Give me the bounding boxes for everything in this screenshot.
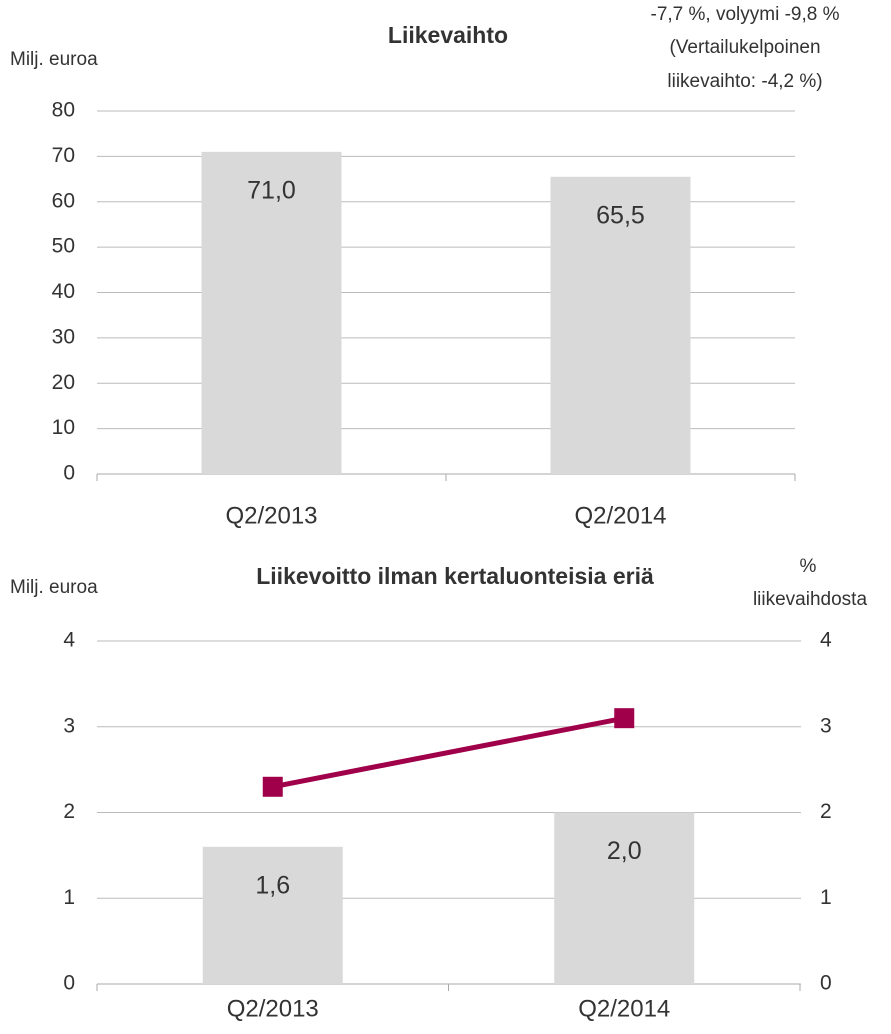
y-tick-label: 20 [52,371,75,394]
y-axis-label: Milj. euroa [10,49,98,70]
y-tick-label: 4 [63,629,75,652]
bar [202,846,343,984]
y-tick-label: 3 [63,714,75,737]
y-tick-label: 0 [63,972,75,995]
x-tick-label: Q2/2014 [574,502,666,529]
y2-tick-label: 4 [820,629,832,652]
y-tick-label: 70 [52,144,75,167]
x-tick-label: Q2/2013 [227,995,319,1022]
data-label: 71,0 [247,176,296,204]
line [272,715,625,790]
line-marker [614,708,635,729]
bar [550,176,691,474]
y-tick-label: 80 [52,99,75,122]
y-tick-label: 0 [63,462,75,485]
chart-title: Liikevaihto [388,22,508,48]
data-label: 1,6 [255,871,290,899]
annotation: -7,7 %, volyymi -9,8 % [651,4,840,25]
y-tick-label: 1 [63,886,75,909]
y-axis-label: Milj. euroa [10,577,98,598]
chart-title: Liikevoitto ilman kertaluonteisia eriä [256,563,654,589]
y-tick-label: 50 [52,235,75,258]
annotation: (Vertailukelpoinen [669,37,820,58]
y-tick-label: 30 [52,325,75,348]
y2-tick-label: 3 [820,714,832,737]
data-label: 2,0 [607,837,642,865]
y2-tick-label: 0 [820,972,832,995]
y-tick-label: 2 [63,800,75,823]
line-marker [262,776,283,797]
y2-tick-label: 2 [820,800,832,823]
bar [554,812,695,984]
x-tick-label: Q2/2013 [225,502,317,529]
data-label: 65,5 [596,201,645,229]
x-tick-label: Q2/2014 [578,995,670,1022]
y-tick-label: 40 [52,280,75,303]
y2-tick-label: 1 [820,886,832,909]
bar [201,151,342,474]
y2-axis-label: liikevaihdosta [753,589,867,610]
y-tick-label: 10 [52,416,75,439]
y-tick-label: 60 [52,189,75,212]
annotation: liikevaihto: -4,2 %) [667,71,822,92]
y2-axis-label: % [800,556,817,577]
